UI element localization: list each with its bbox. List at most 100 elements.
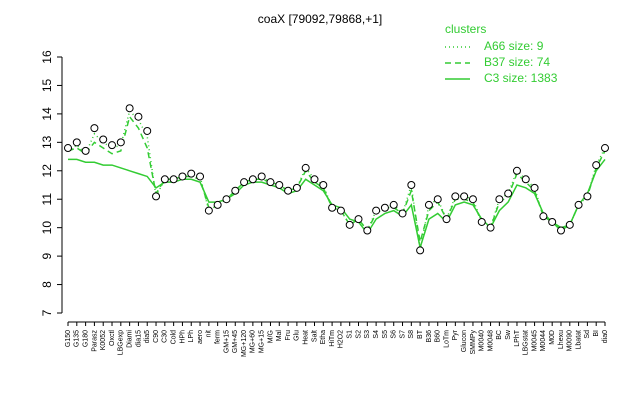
- point: [275, 181, 284, 189]
- point: [372, 206, 381, 215]
- x-tick-label: LPh: [188, 330, 195, 343]
- point: [433, 195, 442, 204]
- x-tick-label: Etha: [320, 330, 327, 345]
- x-tick-label: Diami: [126, 330, 133, 348]
- point: [495, 195, 504, 204]
- point: [548, 217, 557, 226]
- x-tick-label: LPhT: [514, 329, 521, 346]
- x-tick-label: BT: [417, 329, 424, 339]
- point: [72, 138, 81, 147]
- point: [477, 217, 486, 226]
- point: [504, 189, 513, 198]
- point: [222, 195, 231, 204]
- point: [310, 175, 319, 184]
- x-tick-label: GM+45: [232, 330, 239, 353]
- x-tick-label: Lbatat: [575, 330, 582, 350]
- y-tick-label: 8: [40, 281, 54, 288]
- point: [468, 195, 477, 204]
- x-tick-label: BC: [496, 330, 503, 340]
- point: [231, 186, 240, 195]
- x-tick-label: LoTm: [443, 330, 450, 348]
- x-tick-label: dia0: [602, 330, 609, 343]
- point: [416, 246, 425, 255]
- x-tick-label: LBGexp: [118, 330, 125, 355]
- x-tick-label: dia5: [144, 330, 151, 343]
- x-tick-label: S6: [391, 330, 398, 339]
- x-tick-label: M0D: [549, 330, 556, 345]
- x-tick-label: Salt: [311, 330, 318, 342]
- point: [160, 175, 169, 184]
- point: [592, 161, 601, 170]
- y-tick-label: 13: [40, 135, 54, 149]
- legend-label: C3 size: 1383: [484, 71, 558, 85]
- point: [257, 172, 266, 181]
- x-tick-label: B36: [426, 330, 433, 343]
- y-tick-label: 12: [40, 164, 54, 178]
- point: [556, 226, 565, 235]
- point: [363, 226, 372, 235]
- point: [345, 220, 354, 229]
- x-tick-label: MG+120: [241, 330, 248, 357]
- point: [187, 169, 196, 178]
- chart-title: coaX [79092,79868,+1]: [258, 12, 382, 26]
- point: [328, 203, 337, 212]
- y-tick-label: 16: [40, 50, 54, 64]
- y-tick-label: 9: [40, 252, 54, 259]
- x-tick-label: Oxctl: [109, 330, 116, 346]
- x-tick-label: S7: [399, 330, 406, 339]
- point: [512, 166, 521, 175]
- point: [64, 144, 72, 153]
- y-tick-label: 7: [40, 309, 54, 316]
- point: [143, 126, 152, 135]
- point: [240, 178, 249, 187]
- x-tick-label: C30: [162, 330, 169, 343]
- legend-label: A66 size: 9: [484, 39, 544, 53]
- x-tick-label: Sd: [584, 330, 591, 339]
- legend-label: B37 size: 74: [484, 55, 550, 69]
- point: [169, 175, 178, 184]
- x-tick-label: C90: [153, 330, 160, 343]
- point: [398, 209, 407, 218]
- point: [99, 135, 108, 144]
- x-tick-label: G180: [82, 330, 89, 347]
- y-tick-label: 15: [40, 78, 54, 92]
- point: [292, 183, 301, 192]
- x-tick-label: Parasz: [91, 330, 98, 352]
- x-tick-label: HPh: [179, 330, 186, 344]
- x-tick-label: Pyr: [452, 329, 459, 340]
- cluster-line: [68, 158, 606, 248]
- point: [539, 212, 548, 221]
- point: [442, 215, 451, 224]
- point: [196, 172, 205, 181]
- point: [565, 220, 574, 229]
- x-tick-label: Fru: [285, 330, 292, 341]
- point: [380, 203, 389, 212]
- x-tick-label: S1: [347, 330, 354, 339]
- x-tick-label: GM+15: [223, 330, 230, 353]
- point: [486, 223, 495, 232]
- x-tick-label: H2O2: [338, 330, 345, 348]
- point: [266, 178, 275, 187]
- x-tick-label: Heat: [303, 330, 310, 345]
- x-tick-label: Sw: [505, 329, 512, 340]
- cluster-line: [67, 109, 606, 251]
- point: [178, 172, 187, 181]
- x-tick-label: BI: [593, 330, 600, 337]
- point: [248, 175, 257, 184]
- point: [354, 215, 363, 224]
- x-tick-label: S2: [355, 330, 362, 339]
- x-tick-label: Glu: [294, 330, 301, 341]
- point: [407, 181, 416, 189]
- x-tick-label: SMMPy: [470, 330, 477, 355]
- x-tick-label: M0044: [540, 330, 547, 352]
- point: [125, 104, 134, 113]
- point: [134, 112, 143, 121]
- x-tick-label: MG+15: [259, 330, 266, 353]
- point: [601, 144, 609, 153]
- point: [389, 200, 398, 209]
- x-tick-label: M0048: [487, 330, 494, 352]
- x-tick-label: S5: [382, 330, 389, 339]
- y-tick-label: 10: [40, 221, 54, 235]
- point: [301, 163, 310, 172]
